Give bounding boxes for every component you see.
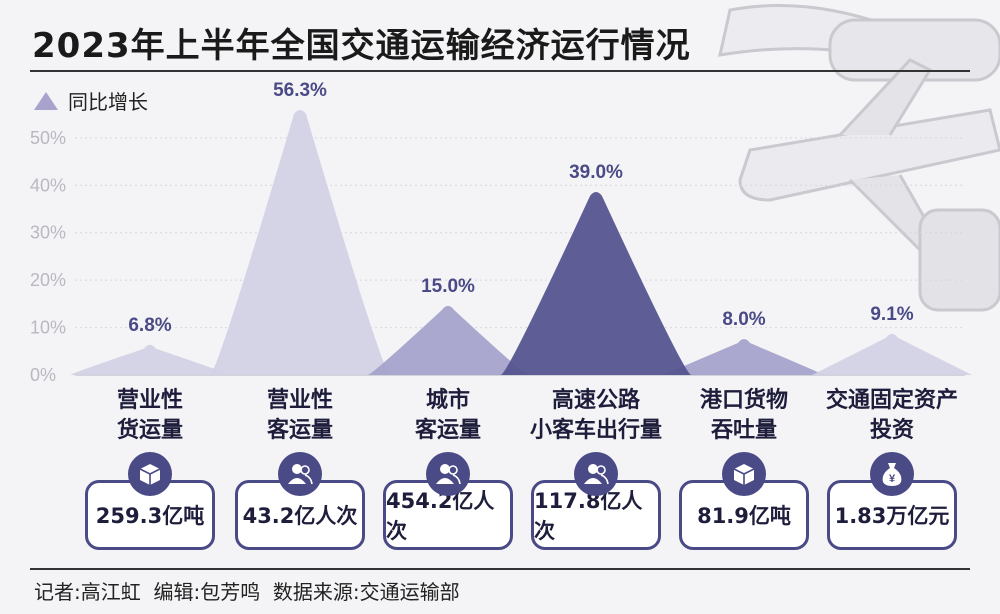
growth-triangle [501,192,691,375]
growth-triangle [70,344,230,375]
category-label-line2: 客运量 [414,418,481,443]
category-label-line2: 小客车出行量 [529,418,662,443]
category-label: 交通固定资产 投资 [807,386,977,446]
growth-chart: 0% 10% 20% 30% 40% 50% 6.8% 56.3% 15.0% 39.0% 8.0%… [30,80,972,385]
y-tick-label: 10% [30,318,66,338]
y-tick-label: 50% [30,128,66,148]
legend: 同比增长 [34,86,148,115]
data-label: 9.1% [870,304,913,325]
category-label-line1: 城市 [425,388,470,413]
category-label: 城市 客运量 [363,386,533,446]
y-tick-label: 40% [30,175,66,195]
people-icon [574,452,618,496]
category-label-line2: 客运量 [266,418,333,443]
money-bag-icon: ¥ [870,452,914,496]
category-label: 高速公路小客车出行量 [511,386,681,446]
data-label: 39.0% [569,162,623,183]
category-label-line2: 货运量 [116,418,183,443]
y-tick-label: 0% [30,365,56,385]
page-title: 2023年上半年全国交通运输经济运行情况 [32,26,691,66]
people-icon [278,452,322,496]
footer-credits: 记者:高江虹 编辑:包芳鸣 数据来源:交通运输部 [34,580,460,604]
category-label: 营业性 客运量 [215,386,385,446]
legend-triangle-icon [34,91,58,110]
category-label-line1: 港口货物 [699,388,788,413]
category-label: 营业性 货运量 [65,386,235,446]
y-tick-label: 30% [30,223,66,243]
growth-triangle [368,305,528,375]
category-label-line1: 营业性 [116,388,183,413]
data-label: 8.0% [722,309,765,330]
svg-text:¥: ¥ [889,473,896,485]
box-icon [128,452,172,496]
category-label: 港口货物 吞吐量 [659,386,829,446]
people-icon [426,452,470,496]
footer-divider [30,568,970,570]
transport-illustration [718,4,1000,312]
box-icon [722,452,766,496]
growth-triangle [812,333,972,375]
data-label: 15.0% [421,276,475,297]
growth-triangle [210,110,390,375]
data-label: 56.3% [273,80,327,101]
data-label: 6.8% [128,315,171,336]
category-label-line2: 投资 [869,418,914,443]
category-label-line1: 交通固定资产 [825,388,958,413]
legend-label: 同比增长 [68,90,148,114]
total-value-box: 81.9亿吨 [679,480,809,550]
y-tick-label: 20% [30,270,66,290]
category-label-line1: 高速公路 [551,388,640,413]
category-label-line2: 吞吐量 [710,418,777,443]
growth-triangle [664,339,824,375]
title-divider [30,70,970,72]
category-label-line1: 营业性 [266,388,333,413]
